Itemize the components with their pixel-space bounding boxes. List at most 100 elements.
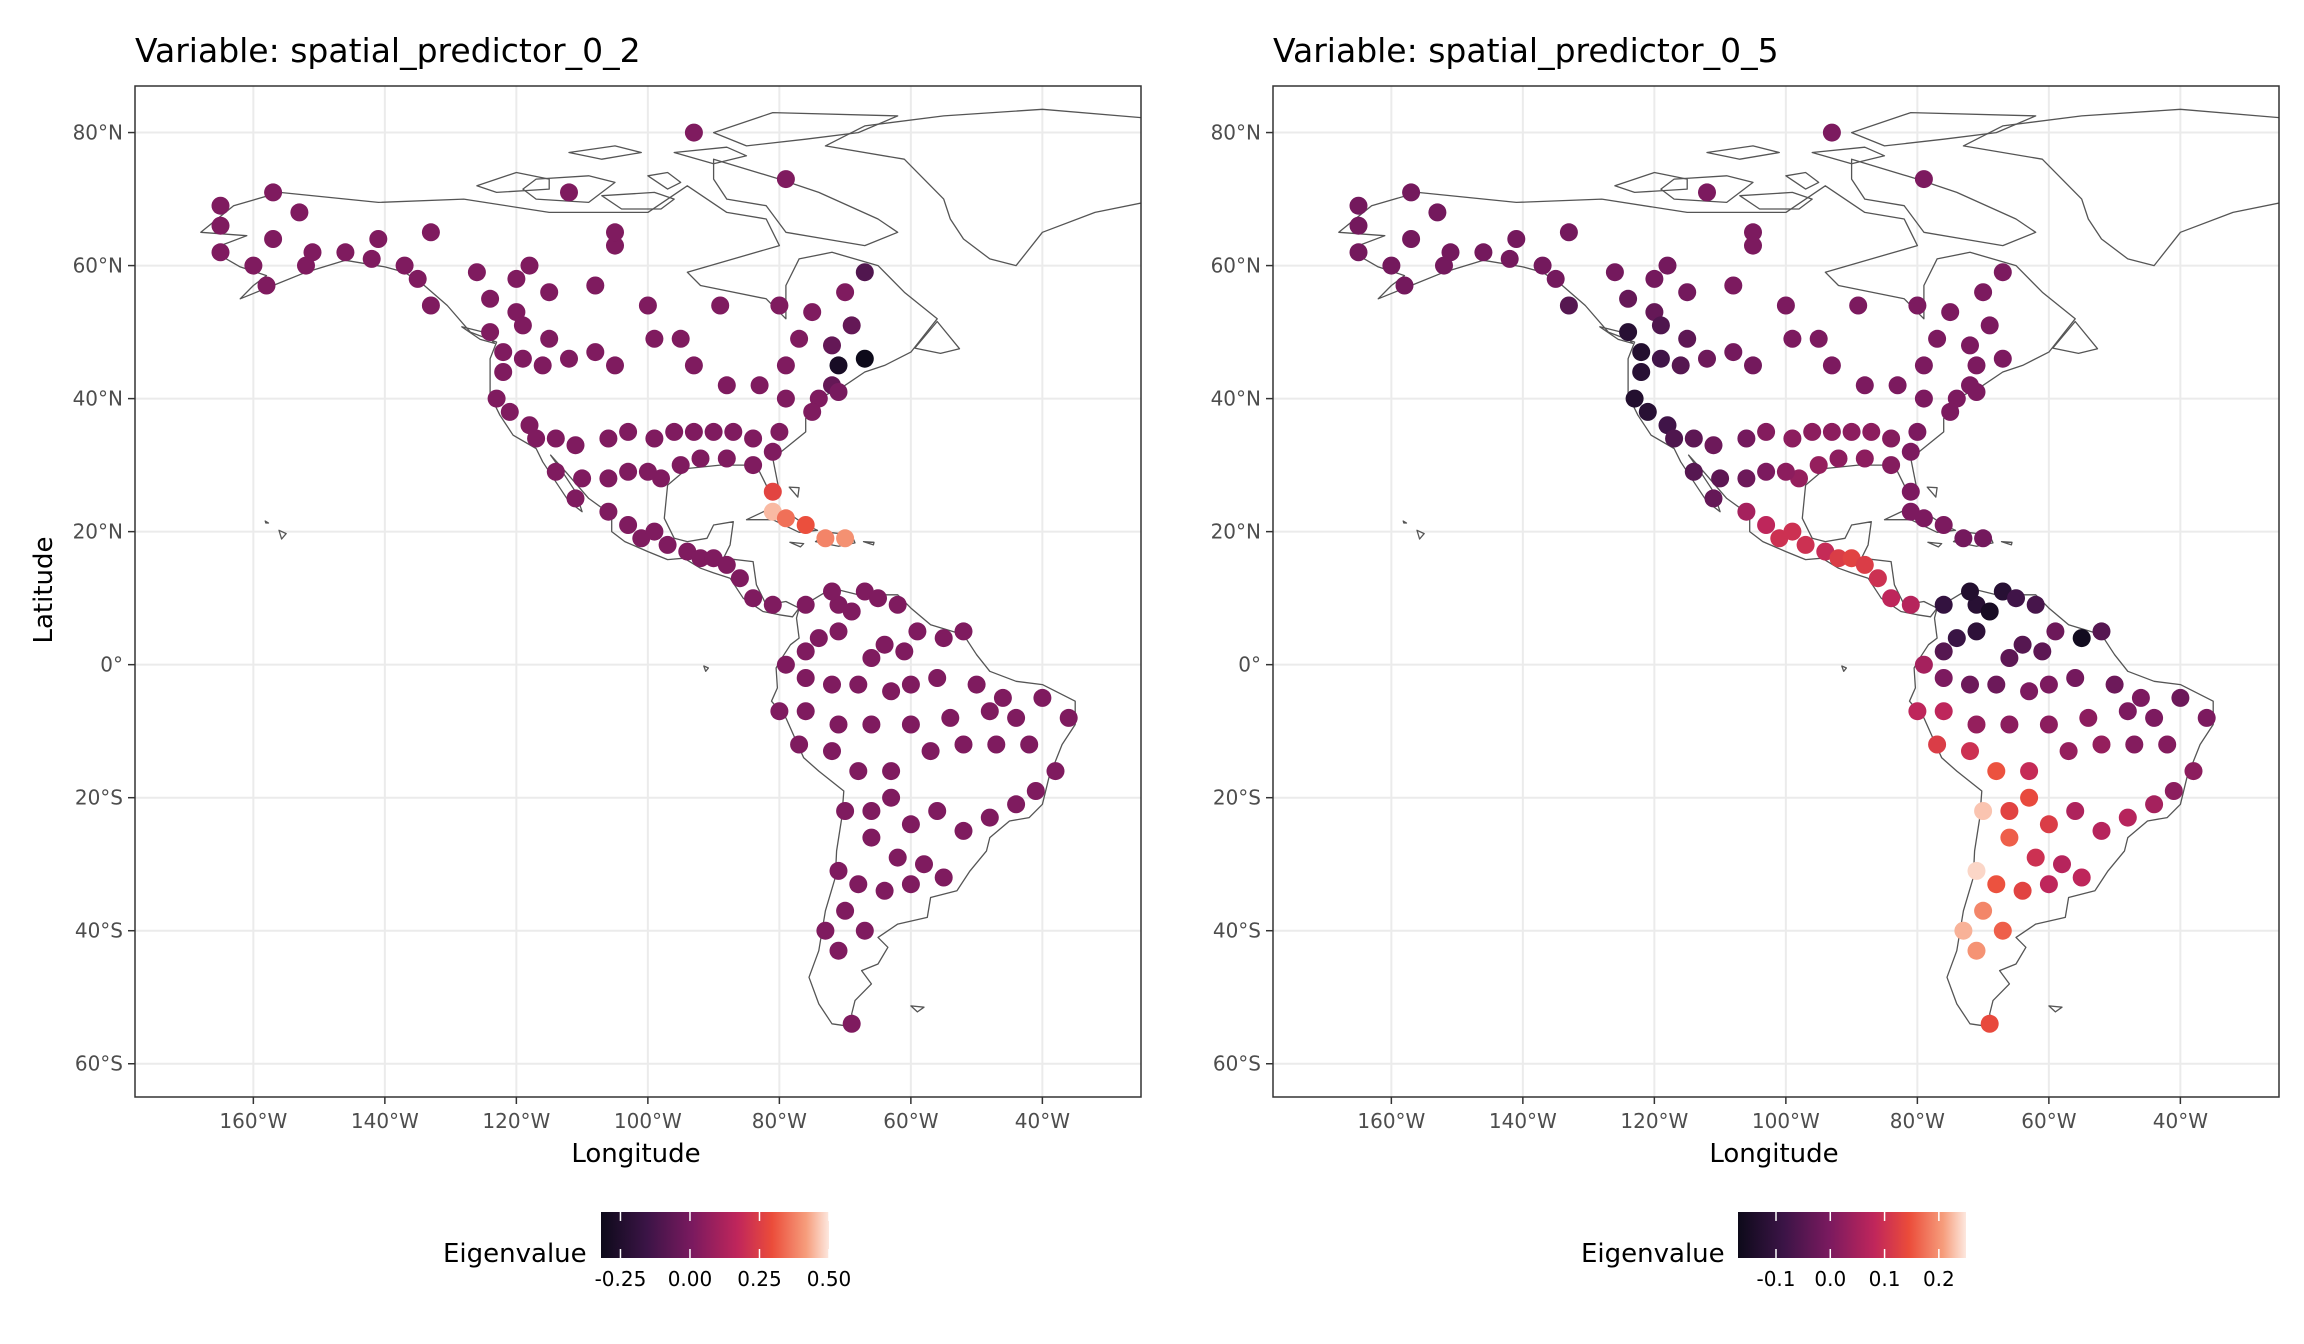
data-point — [566, 436, 585, 455]
data-point — [2039, 875, 2058, 894]
data-point — [1961, 582, 1979, 601]
data-point — [1934, 702, 1953, 721]
data-point — [2000, 802, 2019, 820]
coastline — [1599, 326, 1634, 345]
data-point — [1658, 416, 1677, 435]
data-point — [599, 502, 618, 521]
data-point — [744, 589, 763, 608]
data-point — [1993, 921, 2012, 940]
data-point — [1855, 376, 1874, 395]
data-point — [507, 269, 526, 288]
data-point — [1007, 795, 1026, 814]
data-point — [1704, 489, 1723, 508]
legend-tick-label: 0.50 — [807, 1267, 852, 1291]
data-point — [842, 316, 861, 335]
data-point — [1928, 735, 1947, 754]
data-point — [658, 535, 677, 554]
data-point — [507, 303, 526, 322]
data-point — [862, 649, 881, 667]
legend-tick-label: 0.0 — [1814, 1267, 1846, 1291]
x-tick-label: 100°W — [1752, 1109, 1820, 1133]
data-point — [336, 243, 355, 262]
coastline — [1402, 520, 1408, 524]
data-point — [875, 881, 894, 900]
data-point — [1559, 223, 1578, 242]
data-point — [704, 422, 723, 441]
data-point — [1435, 256, 1453, 275]
coastline — [568, 145, 642, 160]
data-point — [1974, 283, 1993, 302]
data-point — [494, 363, 513, 381]
data-point — [842, 602, 861, 621]
data-point — [211, 216, 230, 235]
data-point — [1882, 589, 1901, 608]
data-point — [901, 875, 920, 894]
data-point — [211, 196, 230, 215]
data-point — [796, 642, 815, 661]
data-point — [1954, 921, 1973, 940]
data-point — [684, 422, 703, 441]
data-point — [1974, 901, 1993, 920]
data-point — [1967, 715, 1986, 734]
data-point — [1026, 782, 1045, 800]
data-point — [1967, 622, 1986, 641]
data-point — [1500, 249, 1519, 268]
data-point — [816, 529, 835, 548]
data-point — [921, 742, 940, 761]
data-point — [980, 702, 999, 721]
right-x-ticks: 160°W 140°W 120°W 100°W 80°W 60°W 40°W — [1357, 1097, 2208, 1133]
left-x-ticks: 160°W 140°W 120°W 100°W 80°W 60°W 40°W — [219, 1097, 1070, 1133]
y-tick-label: 60°S — [75, 1052, 123, 1076]
data-point — [2118, 808, 2137, 827]
y-tick-label: 0° — [100, 653, 123, 677]
coastline — [1660, 175, 1754, 204]
data-point — [1428, 203, 1447, 222]
data-point — [467, 263, 486, 282]
coastline — [862, 540, 875, 546]
data-point — [1809, 456, 1828, 475]
right-map-panel: Variable: spatial_predictor_0_5 160°W 140… — [1211, 31, 2280, 1291]
data-point — [770, 702, 789, 721]
data-point — [888, 595, 907, 614]
data-point — [1901, 442, 1920, 461]
data-point — [1882, 429, 1901, 448]
data-point — [1645, 269, 1664, 288]
coastline — [476, 171, 550, 194]
data-point — [1796, 535, 1815, 554]
data-point — [882, 682, 901, 701]
data-point — [711, 296, 730, 315]
coastline — [789, 541, 805, 548]
data-point — [1349, 196, 1368, 215]
data-point — [928, 802, 947, 820]
left-legend: Eigenvalue -0.25 0.00 0.25 0.50 — [443, 1212, 851, 1291]
right-legend-title: Eigenvalue — [1581, 1239, 1725, 1269]
data-point — [645, 329, 664, 348]
coastline — [1739, 191, 1813, 210]
data-point — [1888, 376, 1907, 395]
data-point — [244, 256, 263, 275]
data-point — [560, 349, 578, 368]
data-point — [2000, 715, 2019, 734]
data-point — [2131, 688, 2150, 707]
data-point — [546, 429, 565, 448]
data-point — [481, 289, 500, 308]
data-point — [2053, 855, 2071, 874]
data-point — [888, 848, 907, 867]
coastline — [712, 158, 899, 247]
data-point — [540, 329, 559, 348]
data-point — [776, 170, 795, 189]
data-point — [487, 389, 506, 408]
data-point — [1671, 356, 1690, 375]
data-point — [1941, 303, 1960, 322]
legend-tick-label: -0.1 — [1756, 1267, 1795, 1291]
data-point — [606, 236, 624, 255]
data-point — [862, 802, 881, 820]
data-point — [2013, 881, 2032, 900]
data-point — [1724, 276, 1743, 295]
data-point — [776, 509, 795, 528]
right-chart-title: Variable: spatial_predictor_0_5 — [1273, 31, 1779, 70]
data-point — [901, 815, 920, 834]
data-point — [691, 549, 710, 568]
data-point — [849, 675, 868, 694]
